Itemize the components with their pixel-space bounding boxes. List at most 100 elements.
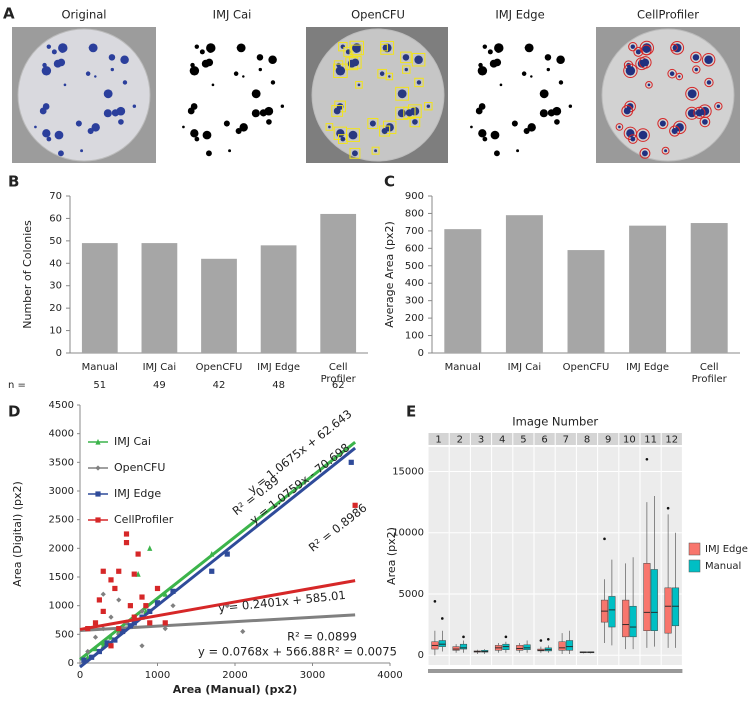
image [596,27,740,163]
detection [349,147,361,159]
detection [333,126,347,140]
fit-r2: R² = 0.0899 [287,630,357,644]
colony [695,109,704,117]
box [622,599,630,638]
colony [618,125,621,129]
facet-panel [428,447,449,665]
y-tick-label: 800 [405,208,424,219]
colony [108,54,116,61]
detection [657,118,669,130]
colony [118,119,124,125]
colony [34,125,37,129]
chart-title: Image Number [512,415,598,429]
colony [687,89,697,99]
colony [189,66,200,76]
detection [640,44,652,56]
y-tick-label: 3000 [49,486,74,497]
detection [685,86,700,101]
detection [621,105,634,117]
y-tick-label: 400 [405,278,424,289]
colony [659,120,666,127]
point [162,620,168,626]
bar [81,243,118,353]
colony [397,89,407,99]
colony [641,150,648,157]
x-tick-label: 2000 [222,670,247,681]
outlier [645,457,649,461]
legend-key [688,559,701,573]
colony [270,80,276,85]
colony [280,104,285,108]
y-tick-label: 700 [405,226,424,237]
y-tick-label: 0 [56,348,62,359]
point [95,438,101,445]
colony [482,44,488,49]
colony [223,120,230,127]
detection [699,116,711,128]
colony [333,107,341,115]
point [112,585,118,592]
facet-strip [661,433,682,445]
colony [88,43,98,53]
y-tick-label: 20 [49,303,62,314]
colony [351,150,358,157]
colony [630,136,636,142]
facet-panel [513,447,534,665]
image [306,27,450,163]
colony [523,128,530,135]
colony [59,47,66,53]
facet-strip [555,433,576,445]
colony [397,109,406,118]
bar [444,229,482,353]
point [104,640,110,646]
colony [635,49,641,55]
y-tick-label: 0 [418,348,424,359]
facet-label: 4 [499,435,505,446]
colony [414,55,423,64]
point [123,531,130,537]
y-tick-label: 600 [405,243,424,254]
box [438,640,446,647]
detection [670,43,678,52]
box [565,640,574,651]
colony [521,71,527,76]
colony [369,120,376,127]
point [81,657,87,663]
detection [343,46,354,57]
fit-line [79,613,356,632]
y-tick-label: 70 [49,191,62,202]
colony [187,107,195,115]
colony [499,83,503,87]
point [154,600,161,606]
y-tick-label: 40 [49,258,62,269]
colony [478,129,487,138]
x-tick-label: 0 [77,670,83,681]
colony [42,129,51,138]
colony [111,109,120,117]
outlier [666,506,670,510]
colony [91,123,100,132]
y-tick-label: 500 [55,629,74,640]
n-value: 42 [213,380,226,391]
point [224,551,230,557]
y-tick-label: 2500 [49,515,74,526]
fit-line [79,579,356,631]
colony [256,54,264,61]
fit-r2: R² = 0.0075 [327,645,397,659]
colony [412,119,418,125]
x-tick-label: OpenCFU [563,362,610,373]
fit-line [79,446,357,669]
detection [385,72,394,81]
colony [236,46,240,49]
bar [505,215,543,353]
fit-equation: y = 0.2401x + 585.01 [218,588,347,615]
detection [692,65,701,74]
detection [367,118,379,130]
facet-strip [534,433,555,445]
point [95,491,101,497]
colony [405,109,414,117]
image-bg [448,27,592,163]
facet-strip [619,433,640,445]
colony [194,136,200,142]
box [643,563,651,631]
